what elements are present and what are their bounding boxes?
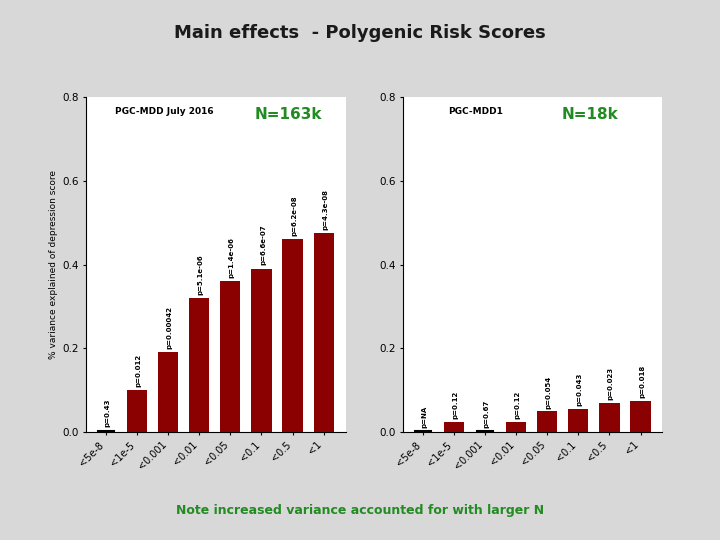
- Text: PGC-MDD July 2016: PGC-MDD July 2016: [115, 107, 213, 116]
- Text: p=0.023: p=0.023: [608, 367, 614, 400]
- Text: p=6.6e-07: p=6.6e-07: [260, 225, 266, 266]
- Bar: [251, 269, 271, 432]
- Bar: [537, 411, 557, 432]
- Text: N=163k: N=163k: [255, 107, 323, 122]
- Bar: [282, 240, 302, 432]
- Text: p=0.00042: p=0.00042: [166, 306, 173, 349]
- Text: p=NA: p=NA: [421, 406, 427, 428]
- Text: p=0.12: p=0.12: [452, 391, 459, 419]
- Bar: [568, 409, 588, 432]
- Bar: [127, 390, 147, 432]
- Bar: [631, 401, 651, 432]
- Text: p=0.012: p=0.012: [135, 354, 142, 387]
- Text: p=0.67: p=0.67: [483, 400, 490, 428]
- Bar: [506, 422, 526, 432]
- Bar: [444, 422, 464, 432]
- Text: p=0.054: p=0.054: [546, 375, 552, 409]
- Bar: [314, 233, 334, 432]
- Text: p=1.4e-06: p=1.4e-06: [229, 237, 235, 278]
- Text: p=0.43: p=0.43: [104, 399, 110, 427]
- Text: p=0.043: p=0.043: [577, 373, 582, 407]
- Bar: [599, 403, 619, 432]
- Text: Note increased variance accounted for with larger N: Note increased variance accounted for wi…: [176, 504, 544, 517]
- Text: PGC-MDD1: PGC-MDD1: [449, 107, 503, 116]
- Text: p=0.018: p=0.018: [639, 365, 645, 398]
- Bar: [220, 281, 240, 432]
- Text: Main effects  - Polygenic Risk Scores: Main effects - Polygenic Risk Scores: [174, 24, 546, 42]
- Bar: [189, 298, 210, 432]
- Text: p=5.1e-06: p=5.1e-06: [198, 254, 204, 295]
- Text: p=6.2e-08: p=6.2e-08: [291, 195, 297, 236]
- Text: N=18k: N=18k: [562, 107, 618, 122]
- Text: p=0.12: p=0.12: [515, 391, 521, 419]
- Y-axis label: % variance explained of depression score: % variance explained of depression score: [49, 170, 58, 359]
- Bar: [158, 353, 179, 432]
- Text: p=4.3e-08: p=4.3e-08: [322, 189, 328, 230]
